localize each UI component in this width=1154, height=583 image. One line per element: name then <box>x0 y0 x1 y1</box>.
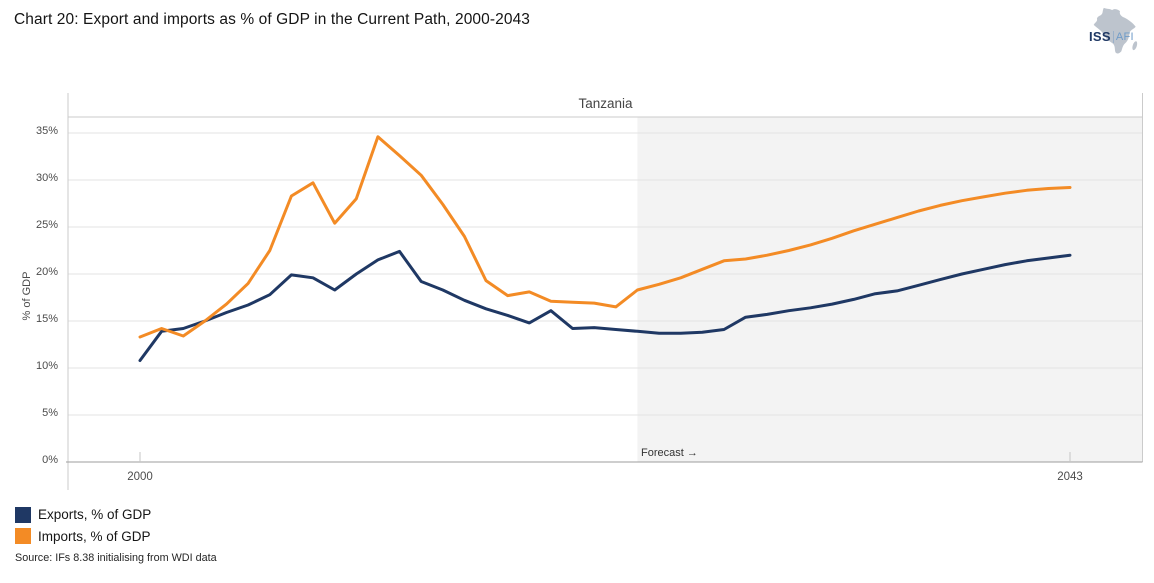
forecast-annotation: Forecast → <box>641 447 698 459</box>
y-tick-label-5%: 5% <box>42 407 58 419</box>
x-tick-label-2000: 2000 <box>127 471 153 483</box>
page-title: Chart 20: Export and imports as % of GDP… <box>14 11 531 28</box>
y-tick-label-20%: 20% <box>35 266 58 278</box>
source-note: Source: IFs 8.38 initialising from WDI d… <box>15 552 217 564</box>
imports-line <box>138 135 1072 339</box>
y-tick-label-15%: 15% <box>35 313 58 325</box>
exports-color-swatch <box>15 506 31 523</box>
legend-item-imports: Imports, % of GDP <box>15 526 151 548</box>
logo-afi-label: AFI <box>1115 30 1134 43</box>
iss-afi-logo: ISS AFI <box>1086 6 1142 54</box>
y-tick-label-35%: 35% <box>35 125 58 137</box>
forecast-region <box>637 117 1143 462</box>
imports-color-swatch <box>15 528 31 545</box>
y-tick-label-30%: 30% <box>35 172 58 184</box>
x-tick-label-2043: 2043 <box>1057 471 1083 483</box>
logo-divider <box>1112 30 1114 43</box>
legend-item-exports: Exports, % of GDP <box>15 504 151 526</box>
exports-line <box>138 249 1072 362</box>
logo-iss-label: ISS <box>1089 29 1111 44</box>
africa-map-icon <box>1093 7 1138 54</box>
y-tick-label-0%: 0% <box>42 454 58 466</box>
chart-legend: Exports, % of GDP Imports, % of GDP <box>15 504 151 547</box>
legend-imports-label: Imports, % of GDP <box>38 528 151 544</box>
y-tick-label-10%: 10% <box>35 360 58 372</box>
line-chart-canvas <box>66 93 1143 490</box>
logo-text: ISS AFI <box>1089 29 1134 44</box>
y-tick-label-25%: 25% <box>35 219 58 231</box>
chart-title: Tanzania <box>578 96 633 111</box>
legend-exports-label: Exports, % of GDP <box>38 507 152 523</box>
